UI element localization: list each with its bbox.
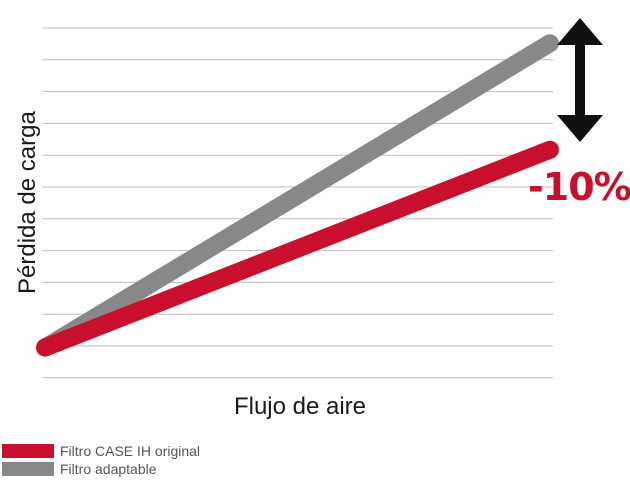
series-line-original <box>36 140 559 357</box>
series-lines <box>36 34 559 357</box>
legend-swatch-adaptable <box>2 462 54 476</box>
legend-label-adaptable: Filtro adaptable <box>60 461 157 477</box>
legend-label-original: Filtro CASE IH original <box>60 443 201 459</box>
y-axis-label: Pérdida de carga <box>14 111 41 294</box>
legend-item-adaptable: Filtro adaptable <box>2 460 200 478</box>
chart-plot <box>36 18 603 379</box>
double-arrow-vertical-icon <box>557 18 603 142</box>
reduction-annotation: -10% <box>528 165 630 209</box>
x-axis-label: Flujo de aire <box>233 393 367 420</box>
series-line-adaptable <box>36 34 559 357</box>
legend-item-original: Filtro CASE IH original <box>2 442 200 460</box>
legend: Filtro CASE IH original Filtro adaptable <box>2 442 200 478</box>
legend-swatch-original <box>2 444 54 458</box>
